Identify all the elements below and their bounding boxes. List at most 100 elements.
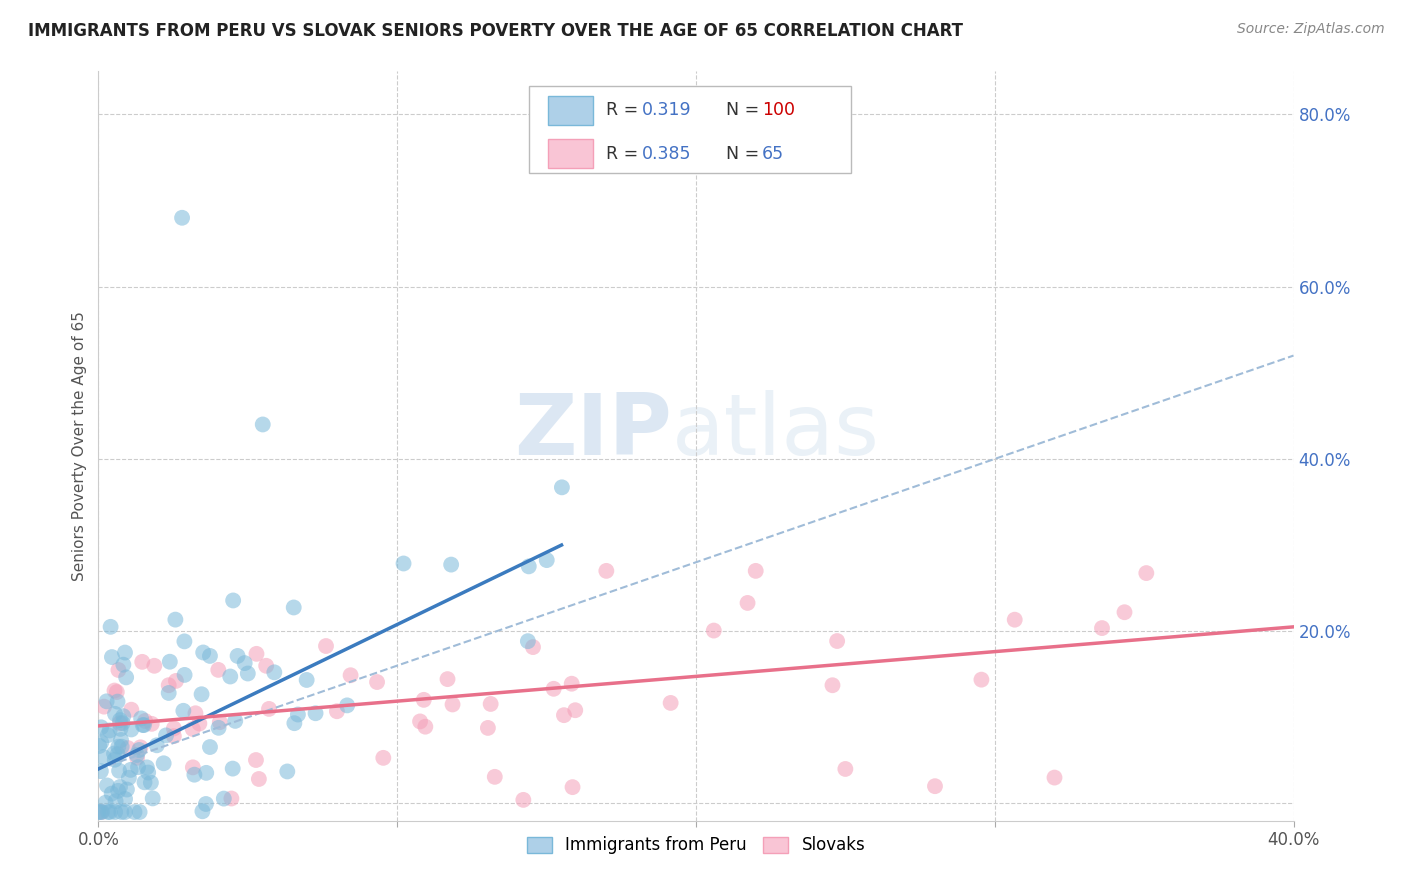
Point — [100, 787, 122, 801]
Point — [1091, 621, 1114, 635]
Point — [517, 559, 540, 574]
Point — [143, 658, 166, 673]
Point — [98, 723, 121, 738]
Point — [128, 805, 150, 819]
Point — [120, 763, 142, 777]
Point — [104, 805, 127, 819]
Point — [339, 668, 361, 682]
Text: Source: ZipAtlas.com: Source: ZipAtlas.com — [1237, 22, 1385, 37]
Point — [108, 780, 131, 794]
Point — [90, 720, 112, 734]
Point — [412, 693, 434, 707]
Point — [110, 805, 132, 819]
Point — [198, 648, 221, 663]
Point — [129, 740, 152, 755]
Point — [188, 716, 211, 731]
Point — [120, 723, 142, 737]
Point — [110, 733, 132, 747]
Point — [181, 722, 204, 736]
Point — [172, 704, 194, 718]
Point — [970, 673, 993, 687]
Point — [98, 805, 121, 819]
Point — [124, 805, 146, 819]
Point — [553, 708, 575, 723]
Point — [415, 720, 437, 734]
Point — [193, 645, 215, 659]
Point — [104, 706, 127, 721]
Point — [139, 775, 162, 789]
Point — [440, 558, 463, 572]
Point — [283, 716, 305, 731]
Point — [134, 775, 156, 789]
Point — [207, 663, 229, 677]
Point — [543, 681, 565, 696]
Point — [112, 709, 135, 723]
Point — [125, 747, 148, 762]
Text: R =: R = — [606, 102, 644, 120]
Point — [221, 762, 243, 776]
Point — [1043, 771, 1066, 785]
Point — [107, 695, 129, 709]
Point — [94, 796, 117, 810]
Point — [104, 794, 127, 808]
Point — [107, 739, 129, 754]
Point — [157, 686, 180, 700]
Point — [111, 739, 134, 754]
Point — [155, 728, 177, 742]
Point — [924, 779, 946, 793]
Point — [131, 655, 153, 669]
Point — [100, 620, 122, 634]
Point — [97, 805, 120, 819]
Point — [96, 694, 118, 708]
Legend: Immigrants from Peru, Slovaks: Immigrants from Peru, Slovaks — [520, 830, 872, 861]
Point — [142, 791, 165, 805]
Point — [561, 780, 583, 794]
Point — [181, 760, 204, 774]
Point — [165, 613, 187, 627]
Point — [484, 770, 506, 784]
Point — [97, 728, 120, 742]
Point — [512, 793, 534, 807]
Point — [90, 735, 112, 749]
Point — [103, 747, 125, 761]
Text: 0.319: 0.319 — [643, 102, 692, 120]
Point — [252, 417, 274, 432]
Point — [152, 756, 174, 771]
Point — [212, 791, 235, 805]
Point — [159, 655, 181, 669]
Point — [315, 639, 337, 653]
Point — [1004, 613, 1026, 627]
Point — [120, 703, 142, 717]
Point — [659, 696, 682, 710]
Point — [134, 714, 156, 728]
Point — [114, 805, 136, 819]
Point — [276, 764, 298, 779]
Point — [194, 797, 217, 811]
Point — [127, 760, 149, 774]
Point — [107, 784, 129, 798]
Point — [551, 480, 574, 494]
Point — [304, 706, 326, 721]
Point — [118, 771, 141, 785]
Point — [247, 772, 270, 786]
Point — [110, 722, 132, 736]
Point — [703, 624, 725, 638]
Point — [195, 765, 218, 780]
Point — [236, 666, 259, 681]
Point — [157, 678, 180, 692]
Point — [366, 675, 388, 690]
Point — [245, 647, 267, 661]
Point — [226, 648, 249, 663]
Point — [326, 704, 349, 718]
Point — [101, 650, 124, 665]
FancyBboxPatch shape — [548, 96, 593, 125]
Point — [141, 716, 163, 731]
Point — [821, 678, 844, 692]
Point — [114, 646, 136, 660]
Point — [112, 657, 135, 672]
Point — [207, 721, 229, 735]
Point — [564, 703, 586, 717]
Point — [90, 764, 112, 779]
Point — [96, 779, 118, 793]
Point — [114, 792, 136, 806]
